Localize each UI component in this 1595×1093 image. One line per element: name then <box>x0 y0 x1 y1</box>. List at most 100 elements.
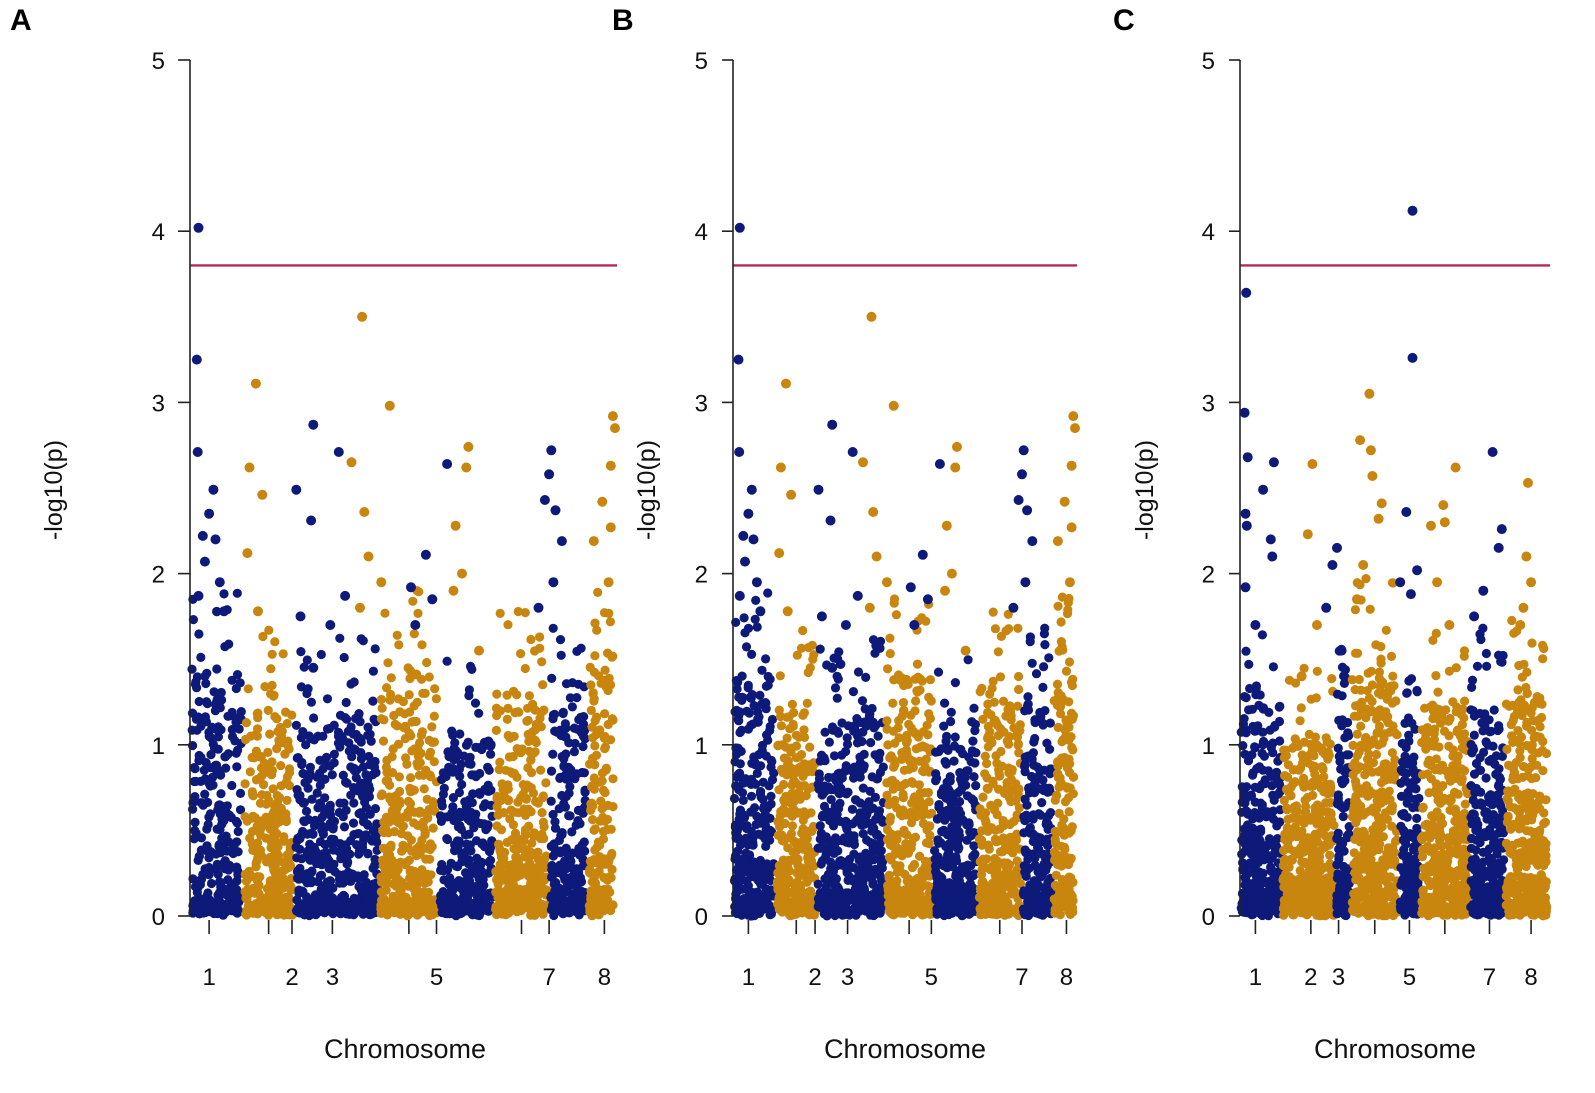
data-point <box>752 622 762 632</box>
data-point <box>902 830 912 840</box>
data-point <box>447 726 457 736</box>
x-axis-label: Chromosome <box>324 1034 486 1064</box>
data-point <box>885 649 895 659</box>
data-point <box>847 804 858 814</box>
data-point <box>864 866 874 876</box>
data-point <box>738 795 748 806</box>
data-point <box>365 784 375 794</box>
data-point <box>855 772 865 782</box>
data-point <box>271 837 281 847</box>
data-point <box>548 623 558 633</box>
data-point <box>192 876 202 886</box>
data-point <box>798 771 808 782</box>
data-point <box>208 739 218 749</box>
data-point <box>950 732 960 742</box>
data-point <box>556 650 566 660</box>
data-point <box>368 696 378 706</box>
data-point <box>779 753 790 763</box>
peak-point <box>946 568 957 579</box>
data-point <box>265 876 275 886</box>
data-point <box>267 770 277 780</box>
data-point <box>204 870 214 880</box>
data-point <box>376 694 386 705</box>
data-point <box>395 786 405 797</box>
data-point <box>522 716 532 726</box>
data-point <box>386 673 396 683</box>
data-point <box>419 823 429 833</box>
data-point <box>282 795 292 806</box>
peak-point <box>864 602 875 613</box>
data-point <box>950 678 961 688</box>
peak-point <box>355 602 365 613</box>
data-point <box>815 644 825 654</box>
data-point <box>215 861 225 871</box>
data-point <box>848 687 859 697</box>
data-point <box>194 713 204 724</box>
data-point <box>298 768 308 779</box>
data-point <box>593 587 603 598</box>
data-point <box>235 805 246 815</box>
data-point <box>352 840 362 850</box>
data-point <box>1023 700 1033 711</box>
data-point <box>819 905 829 915</box>
data-point <box>784 712 794 722</box>
data-point <box>360 797 370 807</box>
data-point <box>529 849 539 859</box>
peak-point <box>852 590 863 601</box>
data-point <box>971 781 981 791</box>
data-point <box>919 803 929 813</box>
data-point <box>476 818 486 829</box>
data-point <box>318 731 328 741</box>
data-point <box>1033 867 1043 877</box>
data-point <box>341 805 351 816</box>
data-point <box>893 830 903 840</box>
data-point <box>828 773 838 783</box>
data-point <box>451 861 461 871</box>
data-point <box>395 707 405 717</box>
peak-point <box>461 462 472 473</box>
data-point <box>560 802 571 812</box>
data-point <box>253 909 263 919</box>
data-point <box>382 683 392 693</box>
data-point <box>859 749 869 760</box>
data-point <box>1011 779 1021 789</box>
data-point <box>199 765 209 775</box>
data-point <box>736 746 746 757</box>
peak-point <box>1017 469 1027 480</box>
data-point <box>1041 862 1051 872</box>
data-point <box>833 846 843 856</box>
data-point <box>550 817 560 827</box>
peak-point <box>450 520 461 531</box>
data-point <box>535 632 545 642</box>
data-point <box>454 876 464 886</box>
data-point <box>576 643 586 653</box>
data-point <box>761 654 771 664</box>
data-point <box>520 784 530 794</box>
data-point <box>213 869 223 880</box>
y-tick-label: 3 <box>152 390 165 417</box>
data-point <box>275 793 285 803</box>
data-point <box>520 663 530 674</box>
data-point <box>250 813 260 823</box>
data-point <box>208 780 218 790</box>
data-point <box>942 854 953 864</box>
data-point <box>198 897 208 907</box>
peak-point <box>210 534 221 545</box>
data-point <box>227 731 238 742</box>
data-point <box>457 884 467 894</box>
data-point <box>850 795 861 805</box>
data-point <box>316 649 326 660</box>
data-point <box>219 589 229 599</box>
data-point <box>806 850 817 860</box>
data-point <box>505 865 515 875</box>
data-point <box>190 817 200 828</box>
data-point <box>797 893 807 903</box>
data-point <box>575 819 585 829</box>
data-point <box>457 779 467 790</box>
data-point <box>216 848 226 858</box>
data-point <box>750 760 760 770</box>
data-point <box>996 858 1006 868</box>
data-point <box>590 871 600 881</box>
y-tick-label: 0 <box>152 904 165 931</box>
data-point <box>824 737 835 747</box>
